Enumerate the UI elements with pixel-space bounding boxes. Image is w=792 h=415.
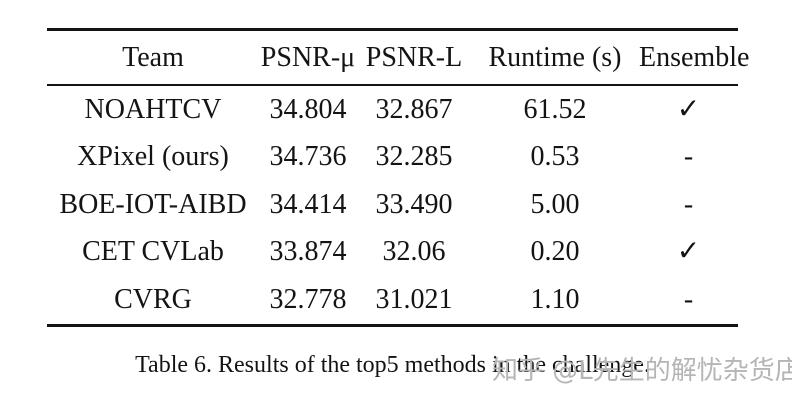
cell-psnr-l: 32.867 xyxy=(375,93,453,125)
col-header-runtime: Runtime (s) xyxy=(488,41,622,73)
cell-psnr-l: 31.021 xyxy=(375,283,453,315)
cell-psnr-mu: 34.414 xyxy=(269,188,347,220)
table-header-row: Team PSNR-μ PSNR-L Runtime (s) Ensemble xyxy=(47,31,750,86)
cell-psnr-mu: 34.804 xyxy=(269,93,347,125)
table-row: XPixel (ours) 34.736 32.285 0.53 - xyxy=(47,134,738,182)
cell-psnr-l: 33.490 xyxy=(375,188,453,220)
table-row: CVRG 32.778 31.021 1.10 - xyxy=(47,276,738,324)
cell-team: CET CVLab xyxy=(82,236,224,268)
cell-runtime: 5.00 xyxy=(530,188,580,220)
cell-psnr-l: 32.06 xyxy=(382,236,446,268)
cell-psnr-mu: 33.874 xyxy=(269,236,347,268)
col-header-psnr-mu: PSNR-μ xyxy=(260,41,356,73)
table-row: BOE-IOT-AIBD 34.414 33.490 5.00 - xyxy=(47,181,738,229)
cell-runtime: 0.20 xyxy=(530,236,580,268)
cell-runtime: 61.52 xyxy=(523,93,587,125)
cell-ensemble: - xyxy=(683,188,694,220)
cell-team: NOAHTCV xyxy=(84,93,222,125)
cell-psnr-l: 32.285 xyxy=(375,141,453,173)
table-caption: Table 6. Results of the top5 methods in … xyxy=(135,352,650,378)
col-header-psnr-l: PSNR-L xyxy=(365,41,463,73)
cell-psnr-mu: 32.778 xyxy=(269,283,347,315)
cell-ensemble: - xyxy=(683,141,694,173)
col-header-team: Team xyxy=(122,41,184,73)
cell-team: BOE-IOT-AIBD xyxy=(59,188,247,220)
cell-runtime: 0.53 xyxy=(530,141,580,173)
cell-ensemble: ✓ xyxy=(676,93,701,125)
table-row: NOAHTCV 34.804 32.867 61.52 ✓ xyxy=(47,86,738,134)
cell-ensemble: ✓ xyxy=(676,236,701,268)
results-table: Team PSNR-μ PSNR-L Runtime (s) Ensemble … xyxy=(47,28,750,327)
cell-psnr-mu: 34.736 xyxy=(269,141,347,173)
cell-team: CVRG xyxy=(114,283,192,315)
cell-ensemble: - xyxy=(683,283,694,315)
cell-team: XPixel (ours) xyxy=(77,141,229,173)
watermark: 知乎 @L先生的解忧杂货店 xyxy=(492,356,792,386)
col-header-ensemble: Ensemble xyxy=(639,41,750,73)
cell-runtime: 1.10 xyxy=(530,283,580,315)
table-row: CET CVLab 33.874 32.06 0.20 ✓ xyxy=(47,229,738,277)
